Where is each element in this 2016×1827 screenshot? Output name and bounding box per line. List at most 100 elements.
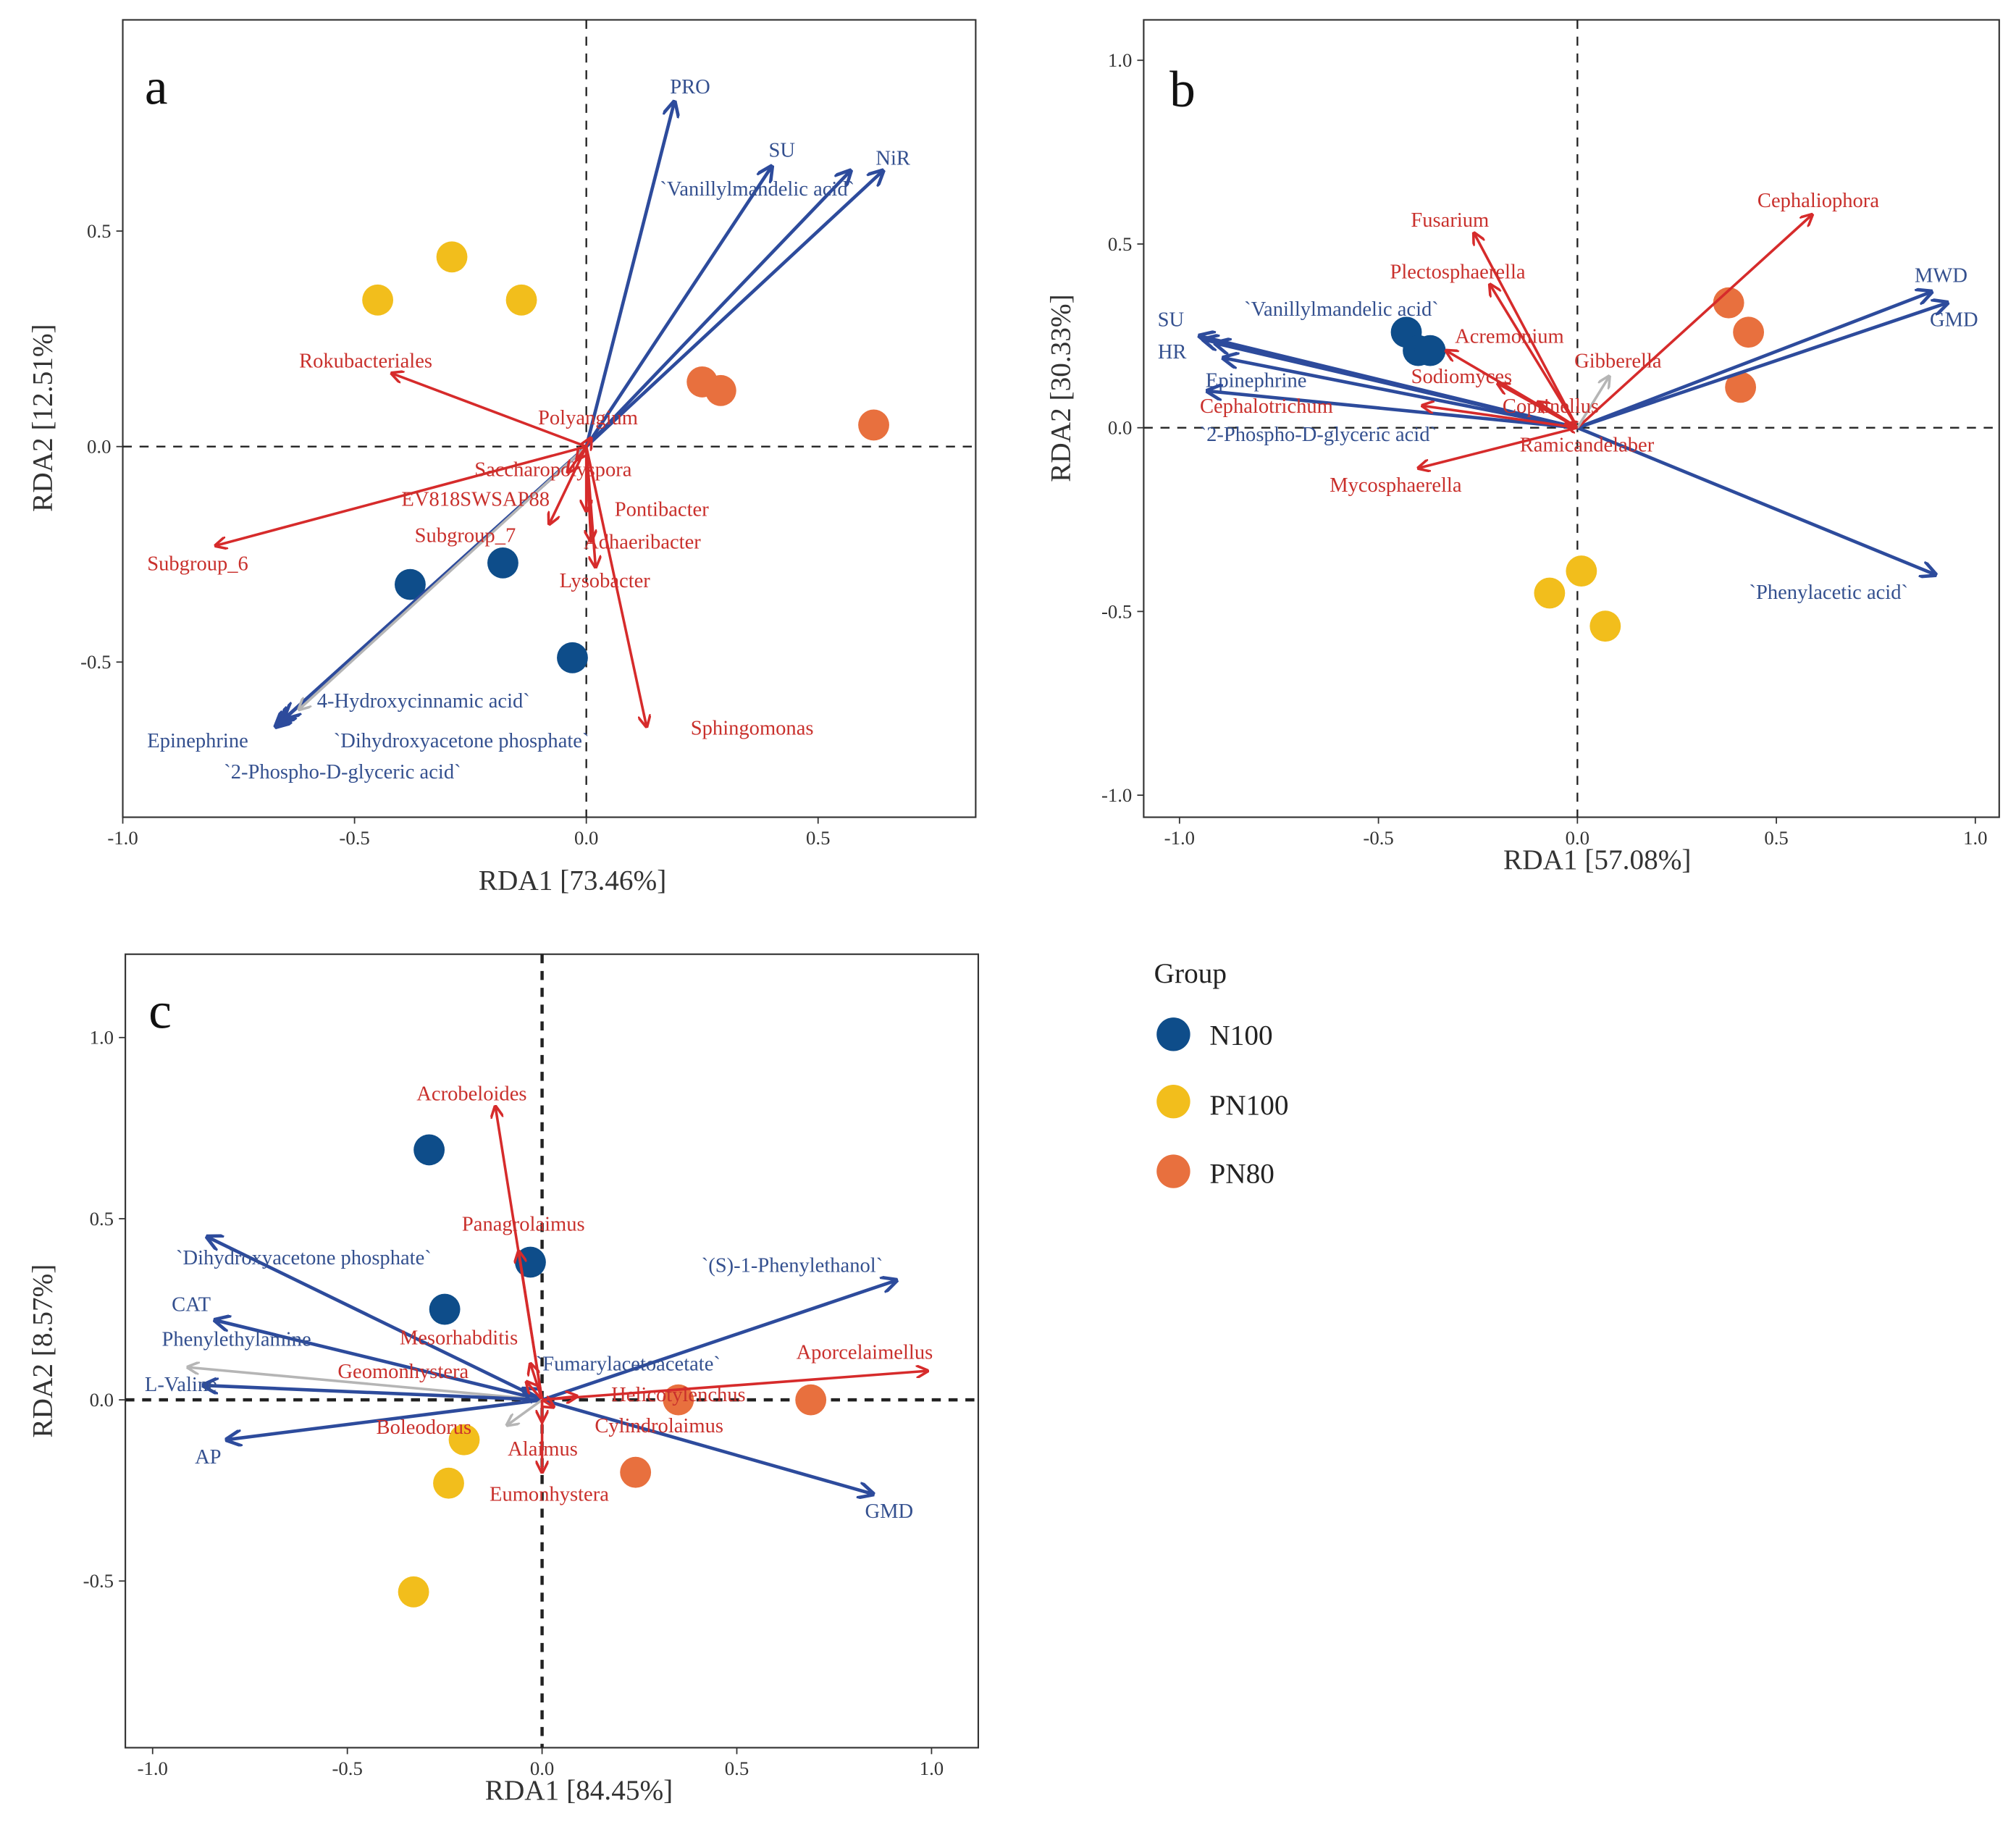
environment-vector-arrow [207,1237,543,1402]
point-pn80 [1725,371,1757,403]
point-pn80 [705,374,736,406]
vector-label: Acrobeloides [416,1083,526,1105]
y-tick-label: 0.5 [90,1208,114,1230]
taxon-vector-arrow [542,1371,928,1401]
plot-frame [125,953,980,1749]
x-tick-label: -0.5 [1363,827,1393,849]
point-pn80 [663,1384,694,1416]
vector-label: Subgroup_7 [415,524,516,547]
point-n100 [487,547,518,579]
vector-label: Mycosphaerella [1330,474,1462,497]
vector-label: Eumonhystera [490,1484,609,1506]
y-tick-label: -0.5 [83,1570,114,1592]
point-pn100 [448,1424,480,1456]
vector-label: Phenylethylamine [162,1328,311,1351]
vector-label: L-Valine [145,1374,217,1396]
taxon-vector-arrow [587,438,591,447]
y-tick-label: 1.0 [1108,49,1132,71]
environment-vector-arrow [1223,358,1578,429]
x-axis-title: RDA1 [73.46%] [479,865,666,896]
vector-label: `Dihydroxyacetone phosphate` [334,730,589,752]
x-tick-label: -1.0 [1164,827,1195,849]
point-pn100 [1534,577,1566,609]
vector-label: Mesorhabditis [400,1327,518,1350]
taxon-vector-arrow [584,446,596,568]
vector-label: Epinephrine [1206,369,1307,392]
environment-vector-arrow [1207,391,1578,429]
x-tick-label: -0.5 [339,827,369,849]
point-pn80 [858,409,889,441]
vector-label: Subgroup_6 [147,553,248,576]
legend-title: Group [1154,958,1227,989]
environment-vector-arrow [203,1385,542,1402]
point-pn100 [436,241,468,273]
point-pn80 [1713,287,1744,319]
vector-label: Epinephrine [147,730,248,752]
legend-swatch-pn100 [1156,1084,1190,1119]
vector-label: SU [1158,308,1185,331]
vector-label: NiR [875,147,910,169]
plot-frame [122,19,977,818]
vector-label: Rokubacteriales [299,350,432,373]
taxon-vector-arrow [1422,406,1578,429]
point-pn80 [795,1384,827,1416]
y-tick-label: -0.5 [80,651,111,673]
taxon-vector-arrow [1576,214,1812,429]
vector-label: Acremonium [1455,326,1564,348]
environment-vector-arrow [1215,343,1578,429]
vector-label: Boleodorus [377,1416,472,1439]
taxon-vector-arrow [392,373,587,448]
taxon-vector-arrow [1474,233,1579,429]
y-tick-label: -1.0 [1101,784,1132,806]
legend-swatch-n100 [1156,1017,1190,1051]
x-tick-label: -0.5 [332,1757,362,1779]
vector-label: `Phenylacetic acid` [1749,581,1908,604]
y-tick-label: 0.0 [1108,417,1132,439]
taxon-vector-arrow [568,445,588,473]
point-pn80 [1733,316,1765,348]
vector-label: SU [768,140,795,162]
panel-letter: c [148,982,172,1039]
vector-label: HR [1158,341,1187,364]
x-tick-label: 0.0 [574,827,598,849]
vector-label: `2-Phospho-D-glyceric acid` [224,761,461,784]
vector-label: `Fumarylacetoacetate` [536,1353,721,1375]
vector-label: CAT [172,1293,211,1316]
vector-label: Lysobacter [560,570,651,592]
point-pn100 [398,1576,429,1608]
environment-vector-arrow [584,102,675,448]
vector-label: Coprinellus [1503,395,1599,418]
panel-c: -1.0 -0.5 0.0 0.5 1.0 -0.5 0.0 0.5 1.0 RDA1 [84.4… [27,953,980,1806]
y-axis-title: RDA2 [8.57%] [27,1264,58,1438]
environment-vector-arrow [584,171,851,448]
x-tick-label: 0.0 [1566,827,1589,849]
environment-vector-arrow [1576,426,1936,575]
environment-vector-arrow [585,171,883,448]
vector-label: Polyangium [538,407,638,429]
panel-letter: a [145,58,168,115]
point-pn100 [362,284,394,316]
y-tick-label: -0.5 [1101,600,1132,622]
x-tick-label: -1.0 [107,827,138,849]
legend-label-pn80: PN80 [1209,1159,1274,1190]
point-n100 [395,568,426,600]
vector-label: Gibberella [1574,350,1662,373]
x-axis-title: RDA1 [57.08%] [1503,844,1691,875]
point-pn100 [1566,555,1597,587]
x-tick-label: 0.0 [530,1757,554,1779]
vector-label: AP [195,1446,222,1469]
environment-vector-arrow [541,1280,896,1402]
point-n100 [413,1134,445,1166]
point-n100 [1414,335,1446,366]
y-axis-title: RDA2 [12.51%] [27,324,58,511]
y-tick-label: 0.0 [90,1389,114,1411]
vector-label: GMD [865,1500,914,1523]
panel-b: -1.0 -0.5 0.0 0.5 1.0 -1.0 -0.5 0.0 0.5 1.0 RDA1 [… [1046,19,2000,875]
taxon-vector-arrow [584,446,647,727]
vector-label: Helicotylenchus [611,1384,746,1406]
minor-vector-arrow [507,1398,543,1425]
vector-label: Sodiomyces [1411,366,1513,388]
vector-label: `(S)-1-Phenylethanol` [702,1255,883,1277]
legend-swatch-pn80 [1156,1154,1190,1188]
